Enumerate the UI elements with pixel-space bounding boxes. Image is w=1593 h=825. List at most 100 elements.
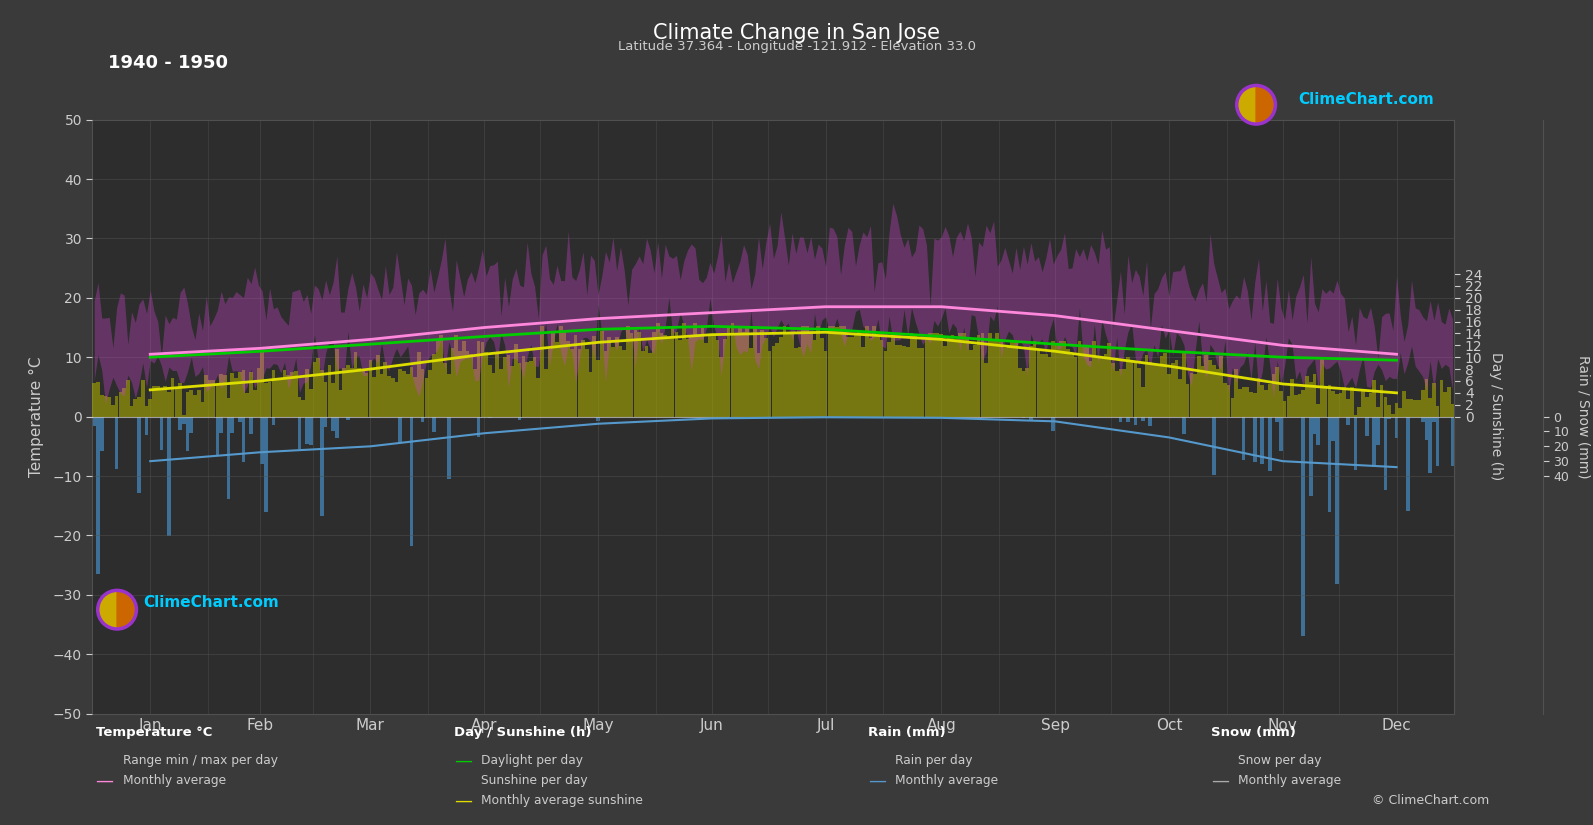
Bar [1301,417,1305,636]
Bar [1354,417,1357,469]
Bar [212,380,215,417]
Bar [182,417,186,424]
Bar [1066,349,1070,417]
Bar [618,346,623,417]
Bar [432,417,435,431]
Bar [1313,417,1316,434]
Bar [1301,389,1305,417]
Bar [1407,399,1410,417]
Bar [816,327,820,417]
Bar [898,345,902,417]
Bar [973,345,977,417]
Bar [107,398,112,417]
Bar [1118,417,1121,422]
Bar [910,333,913,417]
Bar [1271,374,1276,417]
Bar [1096,357,1099,417]
Bar [771,346,776,417]
Bar [104,396,107,417]
Bar [92,417,96,426]
Bar [1268,417,1271,471]
Bar [1388,417,1391,419]
Bar [421,417,424,422]
Bar [182,416,186,417]
Bar [876,336,879,417]
Bar [1077,342,1082,417]
Bar [1287,397,1290,417]
Bar [503,357,507,417]
Bar [1123,369,1126,417]
Bar [309,389,312,417]
Bar [186,417,190,450]
Bar [1212,365,1215,417]
Bar [999,342,1004,417]
Bar [940,334,943,417]
Bar [779,337,782,417]
Bar [726,326,731,417]
Bar [827,327,832,417]
Bar [454,335,459,417]
Bar [373,377,376,417]
Bar [809,332,812,417]
Bar [1141,417,1145,422]
Bar [1055,344,1059,417]
Bar [451,348,454,417]
Bar [652,332,656,417]
Bar [943,346,946,417]
Bar [1048,356,1051,417]
Bar [309,417,312,446]
Bar [342,368,346,417]
Bar [623,350,626,417]
Text: © ClimeChart.com: © ClimeChart.com [1372,794,1489,807]
Bar [1309,417,1313,496]
Bar [1099,358,1104,417]
Bar [1335,417,1338,583]
Bar [1182,417,1185,435]
Bar [1384,417,1388,490]
Bar [1254,417,1257,462]
Bar [320,370,323,417]
Bar [742,332,746,417]
Bar [462,341,465,417]
Bar [712,336,715,417]
Bar [1093,342,1096,417]
Bar [510,366,515,417]
Bar [350,369,354,417]
Bar [295,370,298,417]
Bar [1168,375,1171,417]
Bar [499,369,503,417]
Bar [448,374,451,417]
Bar [765,338,768,417]
Bar [193,394,198,417]
Bar [812,340,816,417]
Bar [271,417,276,425]
Bar [1112,363,1115,417]
Bar [862,346,865,417]
Bar [425,378,429,417]
Bar [607,337,612,417]
Bar [529,361,532,417]
Bar [954,339,957,417]
Bar [1082,345,1085,417]
Bar [1424,379,1429,417]
Bar [1193,374,1196,417]
Bar [1268,384,1271,417]
Bar [1357,407,1360,417]
Bar [1424,417,1429,440]
Bar [1429,417,1432,473]
Bar [906,347,910,417]
Bar [1384,397,1388,417]
Bar [145,406,148,417]
Bar [518,417,521,420]
Bar [559,327,562,417]
Bar [790,332,793,417]
Bar [1332,391,1335,417]
Bar [1260,385,1265,417]
Text: Rain per day: Rain per day [895,754,973,767]
Bar [1010,342,1015,417]
Bar [540,327,543,417]
Bar [115,417,118,469]
Bar [1282,401,1287,417]
Bar [1249,392,1252,417]
Bar [159,389,162,417]
